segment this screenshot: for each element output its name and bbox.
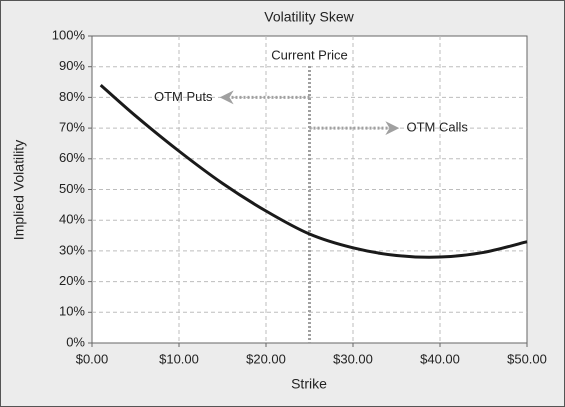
annotation: Current Price xyxy=(271,47,348,62)
x-axis-label: Strike xyxy=(291,376,327,392)
x-tick-label: $10.00 xyxy=(159,351,199,366)
x-tick-label: $30.00 xyxy=(333,351,373,366)
annotation: OTM Puts xyxy=(154,89,213,104)
y-tick-label: 80% xyxy=(59,89,85,104)
y-tick-label: 0% xyxy=(66,334,85,349)
y-axis-label: Implied Volatility xyxy=(11,140,27,240)
y-tick-label: 100% xyxy=(52,27,86,42)
y-tick-label: 70% xyxy=(59,120,85,135)
x-tick-label: $40.00 xyxy=(420,351,460,366)
y-tick-label: 90% xyxy=(59,58,85,73)
x-tick-label: $50.00 xyxy=(507,351,547,366)
y-tick-label: 30% xyxy=(59,242,85,257)
annotation: OTM Calls xyxy=(407,120,469,135)
y-tick-label: 60% xyxy=(59,150,85,165)
line xyxy=(99,83,528,259)
x-tick-label: $20.00 xyxy=(246,351,286,366)
y-tick-label: 10% xyxy=(59,304,85,319)
y-tick-label: 50% xyxy=(59,181,85,196)
chart-title: Volatility Skew xyxy=(264,9,354,25)
x-tick-label: $0.00 xyxy=(76,351,109,366)
y-tick-label: 20% xyxy=(59,273,85,288)
y-tick-label: 40% xyxy=(59,212,85,227)
